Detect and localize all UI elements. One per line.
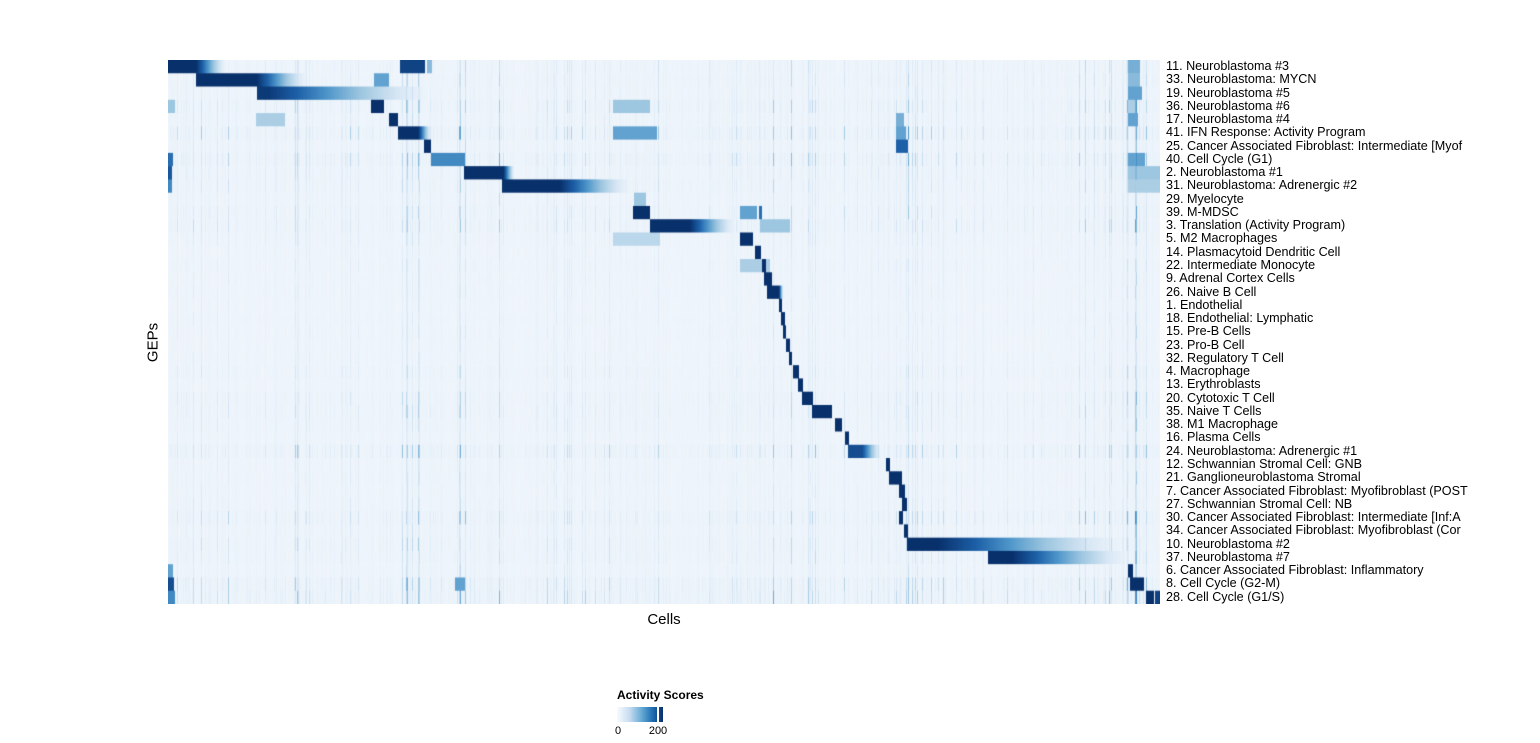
- row-label: 22. Intermediate Monocyte: [1166, 257, 1316, 272]
- row-label: 19. Neuroblastoma #5: [1166, 85, 1290, 100]
- row-label: 35. Naive T Cells: [1166, 403, 1262, 418]
- y-axis-label: GEPs: [144, 322, 162, 363]
- row-label: 30. Cancer Associated Fibroblast: Interm…: [1166, 510, 1461, 525]
- colorbar-tick-0: 0: [614, 725, 622, 737]
- row-label: 21. Ganglioneuroblastoma Stromal: [1166, 470, 1361, 485]
- row-label: 20. Cytotoxic T Cell: [1166, 390, 1275, 405]
- row-label: 26. Naive B Cell: [1166, 284, 1257, 299]
- row-label: 41. IFN Response: Activity Program: [1166, 125, 1366, 140]
- row-label: 28. Cell Cycle (G1/S): [1166, 589, 1285, 604]
- row-label: 18. Endothelial: Lymphatic: [1166, 311, 1314, 326]
- row-label: 29. Myelocyte: [1166, 191, 1244, 206]
- row-label: 32. Regulatory T Cell: [1166, 350, 1284, 365]
- row-label: 11. Neuroblastoma #3: [1166, 59, 1289, 73]
- row-label: 34. Cancer Associated Fibroblast: Myofib…: [1166, 523, 1461, 538]
- row-label: 40. Cell Cycle (G1): [1166, 151, 1273, 166]
- row-label: 37. Neuroblastoma #7: [1166, 549, 1290, 564]
- row-label: 24. Neuroblastoma: Adrenergic #1: [1166, 443, 1358, 458]
- row-label: 17. Neuroblastoma #4: [1166, 112, 1290, 127]
- row-label: 31. Neuroblastoma: Adrenergic #2: [1166, 178, 1358, 193]
- row-label: 27. Schwannian Stromal Cell: NB: [1166, 496, 1353, 511]
- colorbar-legend: Activity Scores 0 200: [614, 688, 737, 737]
- heatmap-canvas: [168, 60, 1160, 604]
- row-labels: 11. Neuroblastoma #3 33. Neuroblastoma: M…: [1166, 59, 1540, 604]
- row-label: 23. Pro-B Cell: [1166, 337, 1245, 352]
- row-label: 6. Cancer Associated Fibroblast: Inflamm…: [1166, 563, 1424, 578]
- row-label: 2. Neuroblastoma #1: [1166, 165, 1283, 180]
- row-label: 39. M-MDSC: [1166, 204, 1239, 219]
- row-label: 33. Neuroblastoma: MYCN: [1166, 72, 1317, 87]
- row-label: 7. Cancer Associated Fibroblast: Myofibr…: [1166, 483, 1468, 498]
- row-label: 9. Adrenal Cortex Cells: [1166, 271, 1295, 286]
- colorbar-tick-mark: [657, 707, 659, 722]
- row-label: 5. M2 Macrophages: [1166, 231, 1278, 246]
- colorbar-tick-200: 200: [648, 725, 668, 737]
- row-label: 25. Cancer Associated Fibroblast: Interm…: [1166, 138, 1463, 153]
- row-label: 38. M1 Macrophage: [1166, 417, 1279, 432]
- row-label: 3. Translation (Activity Program): [1166, 218, 1346, 233]
- x-axis-label: Cells: [647, 611, 681, 628]
- row-label: 10. Neuroblastoma #2: [1166, 536, 1290, 551]
- row-label: 12. Schwannian Stromal Cell: GNB: [1166, 456, 1362, 471]
- legend-title: Activity Scores: [617, 688, 704, 702]
- row-label: 1. Endothelial: [1166, 297, 1243, 312]
- row-label: 15. Pre-B Cells: [1166, 324, 1251, 339]
- row-label: 36. Neuroblastoma #6: [1166, 98, 1290, 113]
- colorbar-tick-labels: 0 200: [614, 725, 737, 737]
- row-label: 4. Macrophage: [1166, 364, 1251, 379]
- row-label: 14. Plasmacytoid Dendritic Cell: [1166, 244, 1341, 259]
- colorbar-gradient: [617, 707, 663, 722]
- row-label: 13. Erythroblasts: [1166, 377, 1261, 392]
- row-label: 8. Cell Cycle (G2-M): [1166, 576, 1281, 591]
- row-label: 16. Plasma Cells: [1166, 430, 1261, 445]
